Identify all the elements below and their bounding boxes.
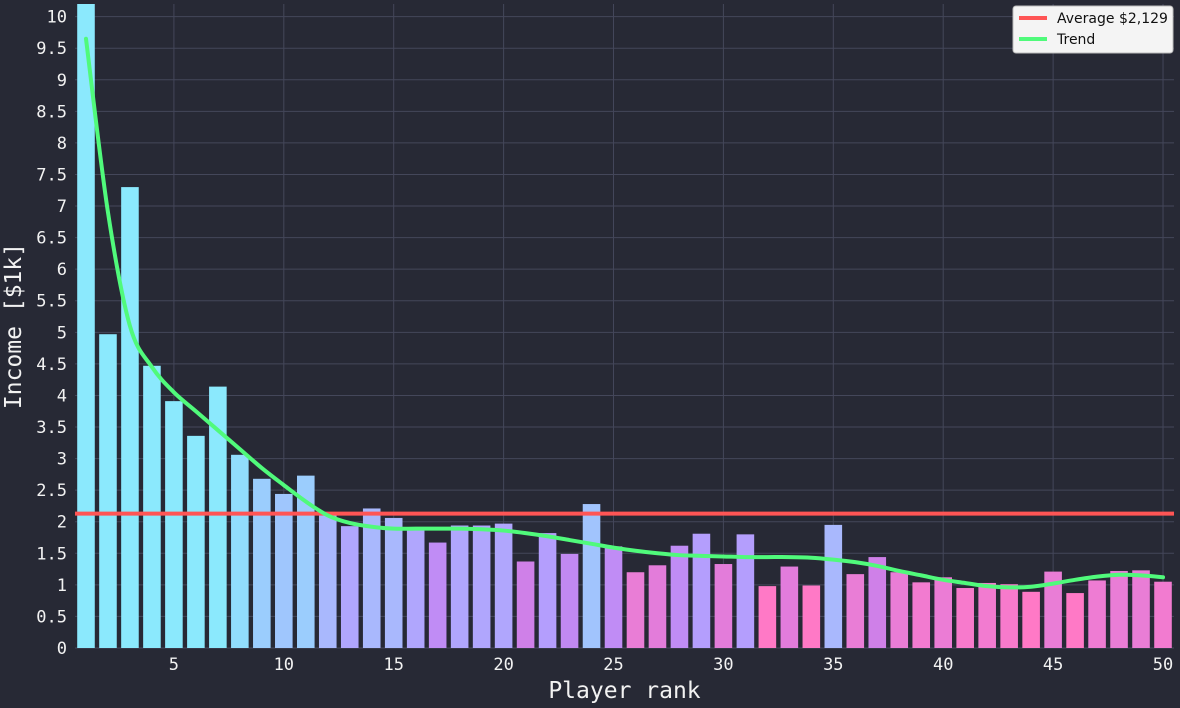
bar: [231, 454, 249, 648]
bar: [428, 542, 447, 648]
legend: Average $2,129 Trend: [1012, 5, 1174, 54]
bar: [1110, 570, 1128, 648]
y-tick-label: 1.5: [36, 544, 67, 564]
bar: [253, 478, 271, 648]
bar: [1000, 584, 1018, 648]
y-tick-label: 8: [57, 134, 67, 154]
y-axis-label: Income [$1k]: [1, 243, 27, 409]
bar: [516, 561, 535, 648]
bar: [956, 588, 974, 648]
bar: [538, 533, 557, 648]
bar: [604, 546, 623, 648]
y-tick-label: 10: [47, 8, 67, 28]
x-tick-label: 30: [713, 655, 733, 675]
bar: [1022, 591, 1040, 648]
legend-average-label: Average $2,129: [1057, 11, 1168, 27]
bar: [494, 523, 513, 648]
bar: [846, 574, 865, 648]
legend-trend-label: Trend: [1056, 32, 1095, 48]
bar: [187, 435, 205, 648]
y-tick-label: 0.5: [36, 607, 67, 627]
bar: [121, 187, 139, 649]
bar: [692, 533, 711, 648]
bar: [1088, 580, 1106, 648]
bar: [670, 545, 689, 648]
y-tick-label: 4.5: [36, 355, 67, 375]
bar: [582, 504, 601, 648]
bar: [406, 527, 425, 648]
x-axis-ticks: 5 10 15 20 25 30 35 40 45 50: [169, 655, 1173, 675]
bar: [1154, 581, 1172, 648]
y-axis-ticks: 0 0.5 1 1.5 2 2.5 3 3.5 4 4.5 5 5.5 6 6.5 7 7.5 8 8.5 9 9.5…: [36, 8, 67, 659]
bar: [1132, 570, 1150, 648]
bar: [99, 334, 117, 648]
x-tick-label: 40: [933, 655, 953, 675]
bar: [978, 582, 996, 648]
bar: [736, 534, 755, 648]
bar: [714, 564, 733, 648]
y-tick-label: 9: [57, 71, 67, 91]
x-tick-label: 35: [823, 655, 843, 675]
bar: [209, 386, 227, 648]
bar: [890, 572, 909, 648]
bar: [340, 526, 359, 648]
bar: [296, 475, 315, 648]
y-tick-label: 6.5: [36, 229, 67, 249]
bar: [77, 4, 95, 648]
y-tick-label: 7: [57, 197, 67, 217]
bar: [912, 582, 931, 648]
bar: [802, 585, 821, 648]
y-tick-label: 8.5: [36, 102, 67, 122]
bar: [472, 525, 491, 648]
bar: [560, 553, 579, 648]
bar: [318, 512, 337, 648]
legend-box: [1012, 5, 1174, 54]
x-tick-label: 45: [1043, 655, 1063, 675]
y-tick-label: 9.5: [36, 39, 67, 59]
bar: [626, 572, 645, 648]
x-tick-label: 10: [274, 655, 294, 675]
bar: [824, 524, 843, 648]
x-tick-label: 15: [383, 655, 403, 675]
bar: [362, 508, 381, 648]
y-tick-label: 5: [57, 323, 67, 343]
bar: [1044, 571, 1062, 648]
bar: [648, 565, 667, 648]
bar: [934, 577, 953, 648]
y-tick-label: 0: [57, 639, 67, 659]
y-tick-label: 1: [57, 576, 67, 596]
y-tick-label: 3.5: [36, 418, 67, 438]
bar: [758, 586, 777, 648]
bar: [275, 493, 293, 648]
bar: [450, 525, 469, 648]
bar: [384, 517, 403, 648]
y-tick-label: 2.5: [36, 481, 67, 501]
x-axis-label: Player rank: [548, 678, 700, 704]
bar: [165, 401, 183, 648]
y-tick-label: 3: [57, 450, 67, 470]
y-tick-label: 2: [57, 513, 67, 533]
bar: [780, 566, 799, 648]
x-tick-label: 25: [603, 655, 623, 675]
bar: [143, 365, 161, 648]
y-tick-label: 4: [57, 386, 67, 406]
bar: [1066, 593, 1084, 648]
x-tick-label: 20: [493, 655, 513, 675]
trend-line: [83, 36, 1166, 590]
y-tick-label: 5.5: [36, 292, 67, 312]
bar: [868, 557, 887, 648]
y-tick-label: 7.5: [36, 165, 67, 185]
x-tick-label: 50: [1153, 655, 1173, 675]
y-tick-label: 6: [57, 260, 67, 280]
x-tick-label: 5: [169, 655, 179, 675]
